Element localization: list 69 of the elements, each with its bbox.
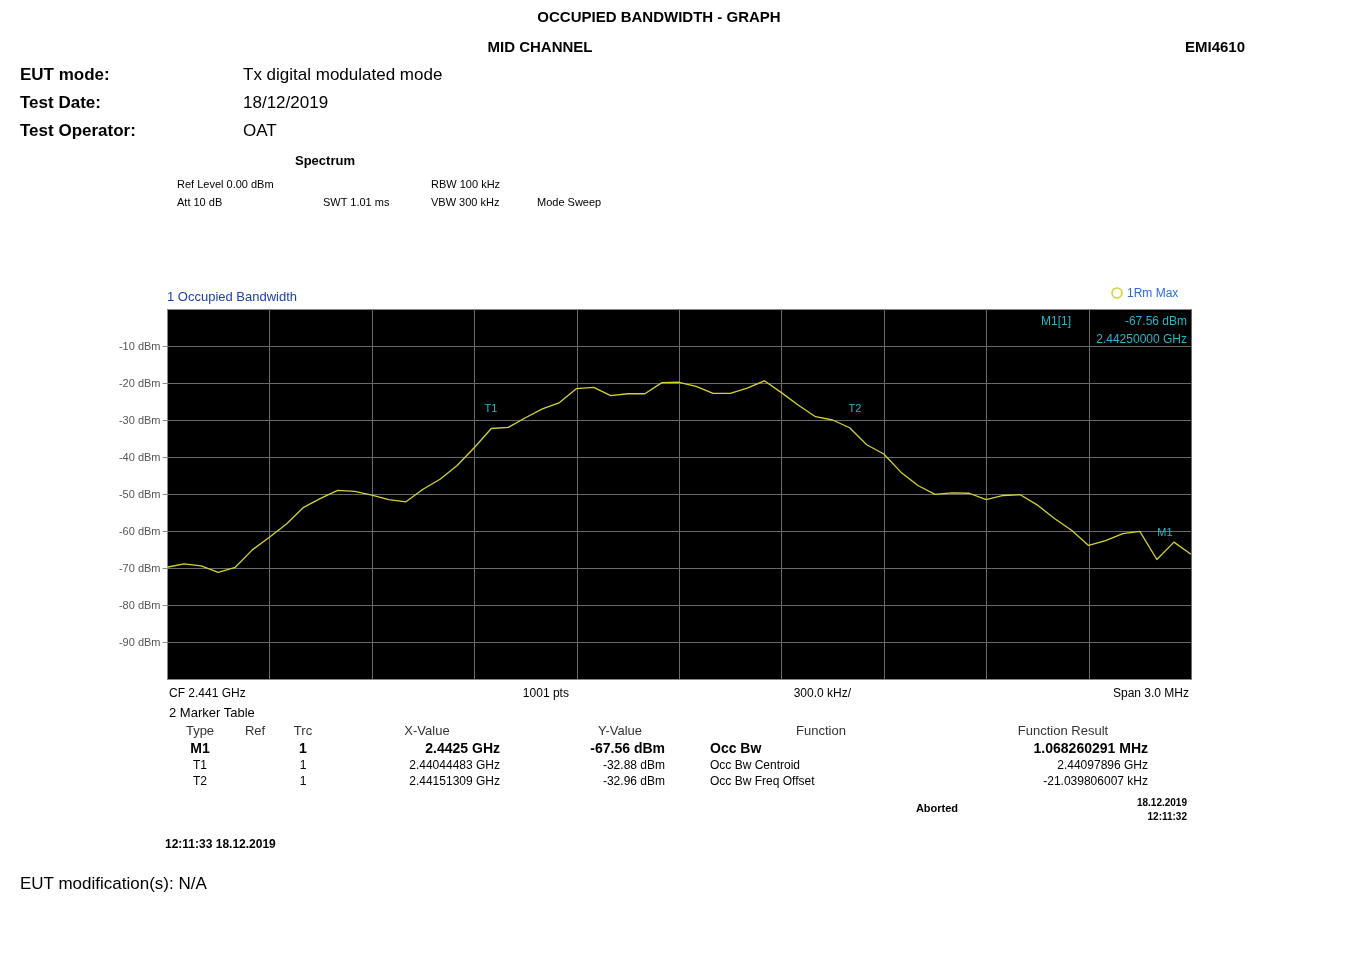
text: 12:11:32 — [1147, 811, 1188, 822]
text: Mode Sweep — [537, 196, 602, 208]
text: 1.068260291 MHz — [1033, 740, 1148, 756]
text: Occ Bw — [710, 740, 762, 756]
text: CF 2.441 GHz — [169, 686, 246, 700]
text: 18/12/2019 — [243, 93, 329, 112]
text: -67.56 dBm — [590, 740, 665, 756]
text: Function Result — [1017, 723, 1109, 738]
text: 300.0 kHz/ — [793, 686, 852, 700]
text: 2 Marker Table — [169, 705, 255, 720]
annotation: -67.56 dBm — [1124, 314, 1187, 328]
chart-title: OCCUPIED BANDWIDTH - GRAPH — [537, 8, 781, 25]
text: T2 — [192, 774, 208, 788]
text: Ref Level 0.00 dBm — [177, 178, 274, 190]
text: Spectrum — [295, 153, 355, 168]
text: Occ Bw Centroid — [710, 758, 801, 772]
y-tick-label: -60 dBm — [118, 524, 161, 537]
text: Span 3.0 MHz — [1112, 686, 1189, 700]
text: Occ Bw Freq Offset — [710, 774, 816, 788]
y-tick-label: -20 dBm — [118, 376, 161, 389]
text: 1001 pts — [522, 686, 569, 700]
text: 1 — [299, 774, 307, 788]
chart-subtitle: 1 Occupied Bandwidth — [167, 289, 298, 304]
annotation: 2.44250000 GHz — [1096, 332, 1187, 346]
y-tick-label: -40 dBm — [118, 450, 161, 463]
text: EUT modification(s): N/A — [20, 874, 208, 893]
text: Tx digital modulated mode — [243, 65, 443, 84]
text: X-Value — [404, 723, 450, 738]
text: M1 — [190, 740, 210, 756]
text: Att 10 dB — [177, 196, 223, 208]
text: 18.12.2019 — [1136, 797, 1188, 808]
text: 2.44151309 GHz — [409, 774, 500, 788]
annotation: M1[1] — [1040, 314, 1071, 328]
text: MID CHANNEL — [487, 38, 593, 55]
text: 1 — [299, 758, 307, 772]
y-tick-label: -70 dBm — [118, 561, 161, 574]
text: RBW 100 kHz — [431, 178, 501, 190]
text: 12:11:33 18.12.2019 — [165, 837, 277, 851]
text: 1 — [299, 740, 308, 756]
text: Type — [185, 723, 215, 738]
text: SWT 1.01 ms — [323, 196, 390, 208]
y-tick-label: -80 dBm — [118, 598, 161, 611]
annotation: T2 — [848, 401, 862, 414]
annotation: T1 — [484, 401, 498, 414]
text: 2.4425 GHz — [425, 740, 500, 756]
text: Function — [796, 723, 846, 738]
text: -32.88 dBm — [602, 758, 665, 772]
text: EUT mode: — [20, 65, 110, 84]
text: 2.44097896 GHz — [1057, 758, 1148, 772]
text: Ref — [244, 723, 266, 738]
text: VBW 300 kHz — [431, 196, 500, 208]
line-series — [166, 380, 1192, 574]
text: T1 — [192, 758, 208, 772]
text: Test Operator: — [20, 121, 136, 140]
text: Aborted — [915, 802, 959, 814]
y-tick-label: -50 dBm — [118, 487, 161, 500]
text: Y-Value — [597, 723, 643, 738]
text: EMI4610 — [1184, 38, 1246, 55]
annotation: M1 — [1157, 525, 1173, 538]
text: OAT — [243, 121, 277, 140]
y-tick-label: -10 dBm — [118, 339, 161, 352]
legend-label: 1Rm Max — [1127, 286, 1179, 300]
text: Trc — [293, 723, 313, 738]
text: -32.96 dBm — [602, 774, 665, 788]
text: -21.039806007 kHz — [1043, 774, 1148, 788]
text: 2.44044483 GHz — [409, 758, 500, 772]
y-tick-label: -90 dBm — [118, 635, 161, 648]
y-tick-label: -30 dBm — [118, 413, 161, 426]
text: Test Date: — [20, 93, 101, 112]
